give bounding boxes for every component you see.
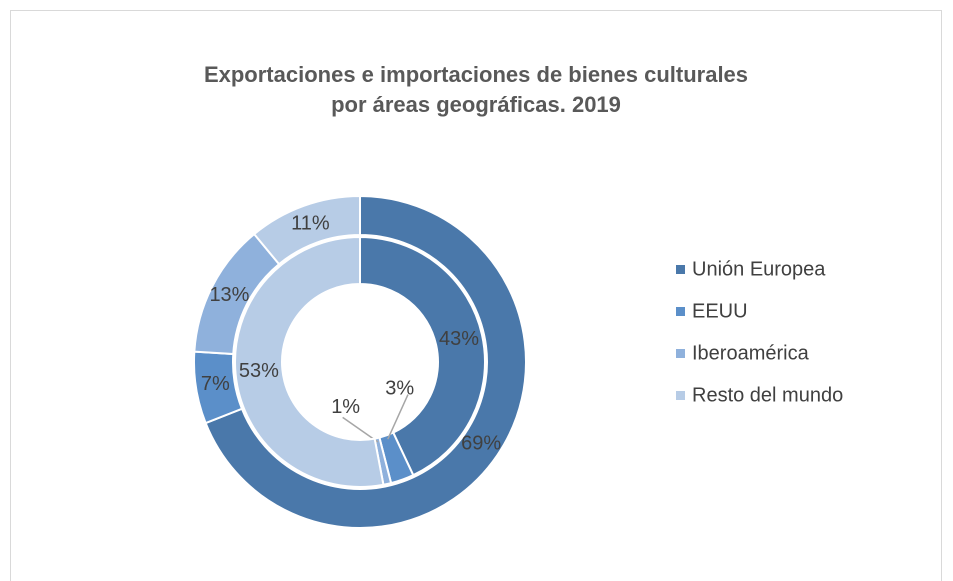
legend-swatch	[676, 349, 685, 358]
legend-label: Unión Europea	[692, 258, 826, 280]
slice	[234, 235, 385, 488]
data-label: 7%	[201, 373, 230, 395]
data-label: 53%	[239, 360, 279, 382]
legend-label: Resto del mundo	[692, 384, 843, 406]
legend-swatch	[676, 391, 685, 400]
slice	[252, 194, 361, 266]
chart-title: Exportaciones e importaciones de bienes …	[204, 62, 748, 87]
data-label: 69%	[461, 433, 501, 455]
data-label: 13%	[209, 284, 249, 306]
legend-label: EEUU	[692, 300, 748, 322]
leader-line	[342, 416, 379, 443]
legend-swatch	[676, 265, 685, 274]
data-label: 43%	[439, 328, 479, 350]
legend-swatch	[676, 307, 685, 316]
chart-title: por áreas geográficas. 2019	[331, 92, 621, 117]
slice	[204, 194, 527, 529]
data-label: 3%	[385, 377, 414, 399]
legend-label: Iberoamérica	[692, 342, 810, 364]
data-label: 1%	[331, 396, 360, 418]
data-label: 11%	[291, 212, 330, 234]
slice	[359, 235, 486, 477]
leader-line	[387, 394, 409, 440]
